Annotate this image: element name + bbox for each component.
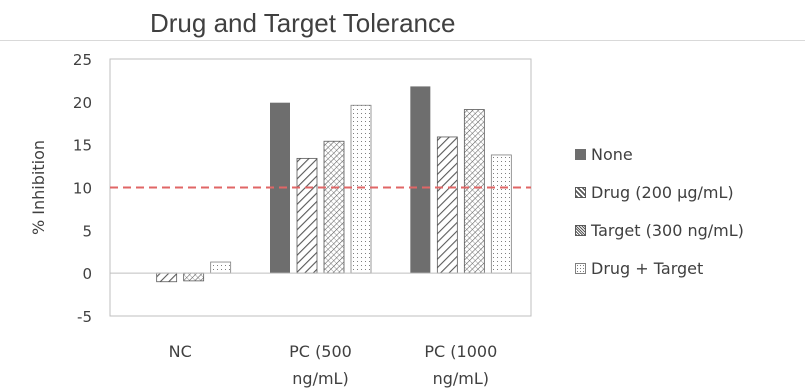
x-tick-label: PC (500 — [289, 342, 352, 361]
y-axis-label: % Inhibition — [29, 140, 48, 235]
legend-item: Drug + Target — [575, 249, 744, 287]
x-tick-label: PC (1000 — [424, 342, 497, 361]
legend-label: Drug (200 µg/mL) — [591, 182, 734, 202]
x-tick-label: ng/mL) — [433, 369, 489, 388]
y-tick-label: 5 — [82, 222, 92, 240]
bar — [436, 136, 458, 274]
legend-swatch — [575, 148, 586, 160]
y-tick-label: 25 — [73, 51, 92, 69]
bar — [296, 157, 318, 274]
legend-item: Drug (200 µg/mL) — [575, 173, 744, 211]
bar — [323, 140, 345, 274]
legend-swatch — [575, 186, 586, 198]
legend-swatch — [575, 224, 586, 236]
y-tick-label: -5 — [77, 308, 92, 326]
y-tick-label: 10 — [73, 180, 92, 198]
legend-swatch — [575, 262, 586, 274]
bar — [410, 86, 431, 274]
bar — [350, 104, 372, 274]
x-tick-label: ng/mL) — [292, 369, 348, 388]
chart-title: Drug and Target Tolerance — [150, 8, 456, 38]
legend-item: None — [575, 135, 744, 173]
legend-label: None — [591, 144, 633, 164]
legend-item: Target (300 ng/mL) — [575, 211, 744, 249]
bar — [210, 261, 232, 274]
bar — [156, 272, 178, 283]
y-tick-label: 15 — [73, 137, 92, 155]
y-tick-label: 0 — [82, 265, 92, 283]
legend-label: Drug + Target — [591, 258, 704, 278]
y-tick-label: 20 — [73, 94, 92, 112]
bar — [463, 109, 485, 274]
legend-label: Target (300 ng/mL) — [591, 220, 744, 240]
x-tick-label: NC — [169, 342, 192, 361]
title-divider — [0, 40, 805, 41]
bar — [183, 272, 205, 282]
bar — [490, 154, 512, 274]
chart-legend: None Drug (200 µg/mL) Target (300 ng/mL) Dr… — [575, 135, 744, 287]
